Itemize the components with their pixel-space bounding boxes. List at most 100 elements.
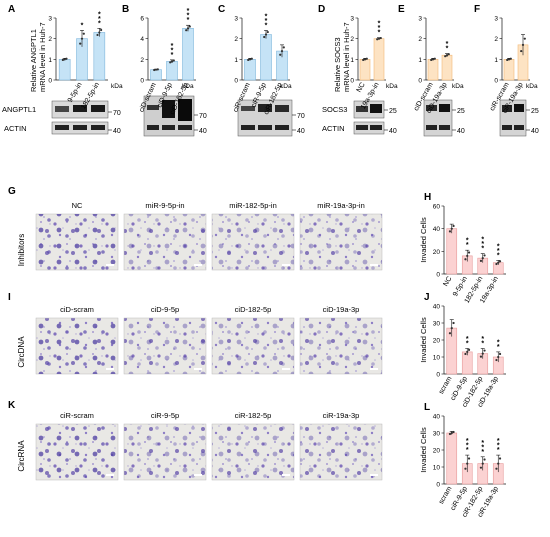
star: * (481, 241, 484, 248)
kda-label-B: kDa (182, 83, 194, 90)
data-point (247, 58, 250, 62)
y-tick-label: 40 (433, 304, 441, 311)
star: * (481, 444, 484, 451)
micrograph-cells (300, 424, 382, 480)
data-point (377, 37, 381, 40)
scale-bar (106, 264, 114, 266)
data-point (431, 58, 435, 61)
category-label: scram (438, 375, 454, 395)
blot-label-actin-D: ACTIN (322, 124, 345, 133)
ylabel-socs3-line2: mRNA level in Huh-7 (342, 22, 351, 92)
blot-A: ANGPTL1 ACTIN (2, 100, 109, 135)
data-point (80, 37, 84, 40)
y-tick-label: 20 (433, 249, 441, 256)
row-label-inhibitors: Inhibitors (17, 234, 26, 266)
panel-letter-D: D (318, 4, 325, 15)
data-point (153, 68, 156, 72)
star: * (466, 242, 469, 249)
star: * (481, 440, 484, 447)
kda-label-D: kDa (386, 83, 398, 90)
bar (373, 38, 385, 81)
data-point (185, 29, 188, 32)
bar (58, 59, 71, 81)
data-point (96, 33, 99, 37)
data-point (282, 46, 285, 49)
scale-bar (370, 368, 378, 370)
data-point (447, 53, 450, 56)
data-point (497, 355, 500, 359)
star: * (497, 339, 500, 346)
data-point (497, 462, 500, 465)
star: * (171, 47, 174, 54)
y-tick-label: 2 (234, 36, 238, 43)
bar (427, 59, 439, 81)
star: * (265, 13, 268, 20)
y-tick-label: 1 (418, 57, 422, 64)
micrograph-title: miR-9-5p-in (145, 201, 184, 210)
data-point (365, 57, 368, 60)
y-tick-label: 0 (140, 78, 144, 85)
micrograph-title: ciR-182-5p (235, 411, 272, 420)
y-tick-label: 2 (494, 36, 498, 43)
star: * (481, 341, 484, 348)
star: * (98, 20, 101, 27)
micrograph-title: ciR-9-5p (151, 411, 179, 420)
y-tick-label: 40 (433, 226, 441, 233)
panel-letter-G: G (8, 186, 16, 197)
mw-markers-D: kDa 25 40 (384, 83, 398, 135)
scale-bar (370, 474, 378, 476)
micrograph-cells (212, 424, 294, 480)
bar (93, 32, 106, 81)
mw-25-E: 25 (457, 108, 465, 115)
y-tick-label: 0 (436, 372, 440, 379)
star: * (81, 22, 84, 29)
data-point (156, 68, 159, 71)
scale-bar (282, 368, 290, 370)
micrograph-cells (212, 214, 294, 270)
micrograph-cells (36, 318, 118, 374)
y-tick-label: 0 (48, 78, 52, 85)
mw-70-A: 70 (113, 110, 121, 117)
ylabel-socs3-line1: Relative SOCS3 (333, 37, 342, 92)
data-point (65, 57, 68, 60)
y-tick-label: 4 (140, 36, 144, 43)
bar (182, 28, 194, 81)
blot-label-socs3: SOCS3 (322, 105, 347, 114)
star: * (171, 52, 174, 59)
panel-letter-I: I (8, 292, 11, 303)
y-tick-label: 40 (433, 414, 441, 421)
chart-H: 0204060NC**9-5p-in***182-5p-in***19a-3p-… (419, 204, 506, 305)
significance-stars: *** (497, 438, 500, 454)
y-tick-label: 10 (433, 465, 441, 472)
data-point (483, 254, 486, 257)
data-point (479, 259, 483, 262)
chart-J: 010203040scram**ciD-9-5p**ciD-182-5p**ci… (419, 304, 506, 409)
star: * (466, 238, 469, 245)
data-point (79, 42, 82, 45)
micrograph-title: ciR-scram (60, 411, 94, 420)
y-axis-label: Invaded Cells (419, 217, 428, 263)
star: * (187, 17, 190, 24)
significance-stars: *** (466, 438, 469, 454)
star: * (466, 447, 469, 454)
star: * (98, 16, 101, 23)
data-point (448, 332, 452, 335)
significance-stars: ** (497, 339, 500, 351)
bar (503, 59, 515, 81)
data-point (379, 36, 382, 40)
significance-stars: *** (98, 11, 101, 27)
data-point (507, 58, 511, 61)
category-label: NC (442, 276, 453, 288)
panel-letter-C: C (218, 4, 225, 15)
category-label: NC (356, 82, 367, 94)
data-point (279, 53, 282, 56)
micrograph-cells (124, 318, 206, 374)
mw-40-B: 40 (199, 128, 207, 135)
mw-40-A: 40 (113, 128, 121, 135)
star: * (378, 21, 381, 28)
data-point (481, 257, 484, 260)
y-tick-label: 0 (234, 78, 238, 85)
star: * (187, 8, 190, 15)
scale-bar (194, 474, 202, 476)
